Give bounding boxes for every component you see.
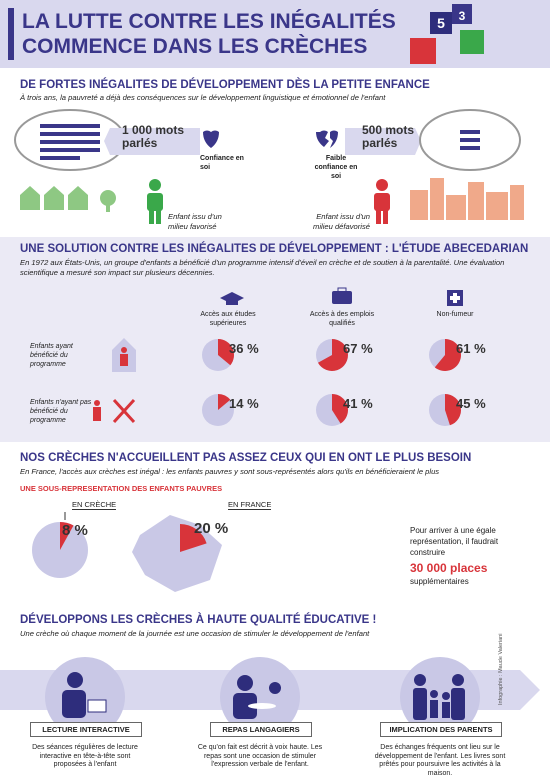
pie-slice: [180, 524, 207, 552]
item-text: Ce qu'on fait est décrit à voix haute. L…: [197, 744, 323, 768]
note: supplémentaires: [410, 577, 469, 586]
item-text: Des échanges fréquents ont lieu sur le d…: [374, 744, 506, 777]
section-heading: DÉVELOPPONS LES CRÈCHES À HAUTE QUALITÉ …: [20, 614, 377, 626]
note-highlight: 30 000 places: [410, 561, 488, 575]
subheading: UNE SOUS-REPRESENTATION DES ENFANTS PAUV…: [20, 484, 223, 493]
column-header: Non-fumeur: [436, 311, 474, 318]
item-label: IMPLICATION DES PARENTS: [380, 722, 502, 737]
pie-label: 67 %: [343, 341, 373, 356]
pie-label: 61 %: [456, 341, 486, 356]
pie-slice: [332, 394, 349, 424]
pie-slice: [218, 339, 235, 366]
section-subtitle: Une crèche où chaque moment de la journé…: [20, 629, 370, 638]
pie-label: 8 %: [62, 522, 88, 539]
row-label: Enfants n'ayant pas bénéficié du program…: [30, 399, 92, 424]
column-header: Accès aux études supérieures: [200, 311, 256, 327]
item-text: Des séances régulières de lecture intera…: [32, 744, 138, 768]
title-line: COMMENCE DANS LES CRÈCHES: [22, 35, 368, 58]
title-line: LA LUTTE CONTRE LES INÉGALITÉS: [22, 10, 396, 33]
credit: Infographie : Maude Valeriani: [498, 633, 504, 705]
words-count: 1 000 mots parlés: [122, 123, 185, 150]
child-label: Enfant issu d'un milieu défavorisé: [313, 212, 370, 231]
section-intro: En 1972 aux États-Unis, un groupe d'enfa…: [20, 258, 505, 277]
pie-label: 20 %: [194, 520, 229, 537]
pie-label: 36 %: [229, 341, 259, 356]
note: Pour arriver à une égale représentation,…: [410, 526, 499, 557]
pie-caption: EN CRÈCHE: [72, 500, 117, 510]
pie-slice: [445, 394, 462, 426]
section4-illustrations: [45, 657, 480, 737]
dice: 5 3: [410, 4, 484, 64]
section-heading: UNE SOLUTION CONTRE LES INÉGALITES DE DÉ…: [20, 243, 529, 255]
row-label: Enfants ayant bénéficié du programme: [30, 343, 73, 368]
svg-text:5: 5: [437, 15, 445, 31]
section2-icons: [93, 287, 463, 424]
child-label: Enfant issu d'un milieu favorisé: [168, 212, 222, 231]
section-heading: DE FORTES INÉGALITES DE DÉVELOPPEMENT DÈ…: [20, 79, 430, 91]
pie-slice: [218, 394, 231, 410]
column-header: Accès à des emplois qualifiés: [309, 311, 375, 327]
section1-art: [14, 109, 524, 224]
section-subtitle: À trois ans, la pauvreté a déjà des cons…: [20, 93, 386, 102]
pie-label: 45 %: [456, 396, 486, 411]
pie-label: 14 %: [229, 396, 259, 411]
confidence: Faible confiance en soi: [314, 155, 358, 180]
svg-text:3: 3: [459, 9, 466, 23]
item-label: LECTURE INTERACTIVE: [30, 722, 142, 737]
pie-label: 41 %: [343, 396, 373, 411]
words-count: 500 mots parlés: [362, 123, 415, 150]
pie-caption: EN FRANCE: [228, 500, 272, 510]
pie-slice: [434, 339, 461, 371]
pie-slice: [60, 522, 74, 550]
pie-slice: [317, 339, 349, 371]
section-intro: En France, l'accès aux crèches est inéga…: [20, 467, 440, 476]
header-bar: [8, 8, 14, 60]
item-label: REPAS LANGAGIERS: [210, 722, 312, 737]
section-heading: NOS CRÈCHES N'ACCUEILLENT PAS ASSEZ CEUX…: [20, 452, 472, 464]
confidence: Confiance en soi: [200, 155, 244, 171]
